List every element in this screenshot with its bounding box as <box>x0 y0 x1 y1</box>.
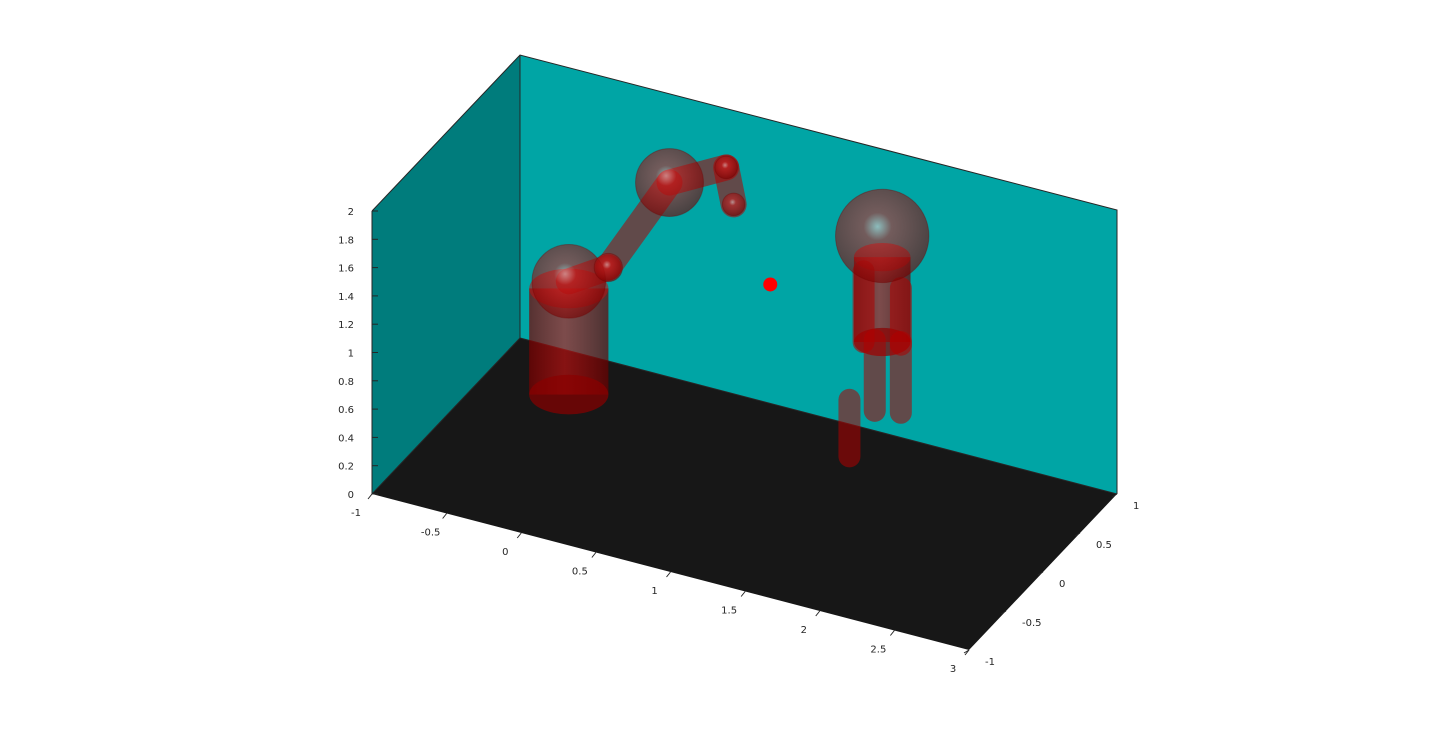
x-tick-0 <box>367 493 373 500</box>
axis-ticks: 0 0.2 0.4 0.6 0.8 1 1.2 1.4 1.6 1.8 2 -1 -0.5 0 0.5 1 1.… <box>338 207 1139 675</box>
floor-plane <box>372 338 1117 650</box>
robot-joint-3 <box>635 148 704 217</box>
x-tick-label-0: -1 <box>351 508 361 519</box>
z-tick-label-6: 1.2 <box>338 320 354 331</box>
z-tick-label-10: 2 <box>348 207 354 218</box>
x-tick-label-7: 2.5 <box>870 645 886 656</box>
x-tick-label-6: 2 <box>801 625 807 636</box>
y-tick-4 <box>1111 493 1118 498</box>
y-tick-label-4: 1 <box>1133 501 1139 512</box>
z-tick-label-5: 1 <box>348 349 354 360</box>
x-tick-6 <box>815 610 821 617</box>
x-tick-4 <box>666 571 671 578</box>
scene-objects <box>529 148 930 468</box>
robot-base-bottom-cap <box>529 374 609 415</box>
x-tick-label-2: 0 <box>502 547 508 558</box>
y-tick-2 <box>1037 571 1044 576</box>
z-tick-label-2: 0.4 <box>338 433 354 444</box>
y-tick-label-3: 0.5 <box>1096 540 1112 551</box>
y-tick-1 <box>1000 610 1007 615</box>
y-tick-label-2: 0 <box>1059 579 1065 590</box>
x-tick-1 <box>442 513 448 519</box>
y-tick-0 <box>963 649 970 654</box>
robot-joint-1 <box>531 244 607 319</box>
target-point <box>763 277 778 292</box>
x-tick-label-1: -0.5 <box>421 528 441 539</box>
human-head <box>835 188 930 284</box>
y-tick-label-0: -1 <box>985 657 995 668</box>
y-tick-3 <box>1074 532 1081 537</box>
z-tick-label-7: 1.4 <box>338 292 354 303</box>
z-tick-label-0: 0 <box>348 490 354 501</box>
robot-joint-5 <box>721 192 746 217</box>
robot-joint-4 <box>714 155 738 180</box>
x-tick-5 <box>740 591 746 597</box>
x-tick-label-4: 1 <box>651 586 657 597</box>
robot-joint-2 <box>593 252 623 283</box>
z-tick-label-4: 0.8 <box>338 377 354 388</box>
z-tick-label-9: 1.8 <box>338 235 354 246</box>
side-wall <box>372 55 520 494</box>
axes-box-edges <box>371 54 1118 495</box>
y-tick-label-1: -0.5 <box>1022 618 1042 629</box>
z-tick-label-1: 0.2 <box>338 462 354 473</box>
x-tick-label-5: 1.5 <box>721 606 737 617</box>
x-tick-3 <box>591 552 597 558</box>
z-tick-label-3: 0.6 <box>338 405 354 416</box>
x-tick-7 <box>889 630 895 636</box>
z-tick-label-8: 1.6 <box>338 264 354 275</box>
x-tick-2 <box>516 532 522 539</box>
x-tick-label-8: 3 <box>950 664 956 675</box>
x-tick-label-3: 0.5 <box>572 567 588 578</box>
